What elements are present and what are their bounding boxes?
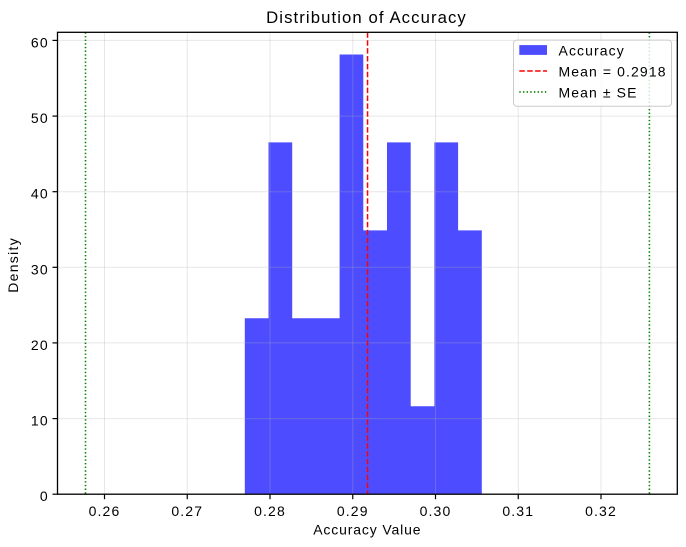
svg-text:0.28: 0.28: [254, 503, 286, 519]
svg-text:10: 10: [31, 413, 49, 429]
svg-text:0.30: 0.30: [420, 503, 452, 519]
svg-text:20: 20: [31, 337, 49, 353]
svg-text:50: 50: [31, 110, 49, 126]
svg-text:Accuracy Value: Accuracy Value: [313, 522, 421, 538]
svg-text:Distribution of Accuracy: Distribution of Accuracy: [266, 8, 467, 27]
svg-text:0.26: 0.26: [89, 503, 121, 519]
svg-text:0.29: 0.29: [337, 503, 369, 519]
svg-text:40: 40: [31, 186, 49, 202]
svg-text:0.31: 0.31: [502, 503, 534, 519]
svg-text:0.27: 0.27: [171, 503, 203, 519]
svg-text:Mean ± SE: Mean ± SE: [559, 84, 638, 100]
svg-text:0.32: 0.32: [585, 503, 617, 519]
svg-text:Mean = 0.2918: Mean = 0.2918: [559, 63, 667, 79]
svg-text:Density: Density: [5, 237, 21, 293]
svg-text:0: 0: [40, 488, 49, 504]
svg-text:Accuracy: Accuracy: [559, 43, 625, 59]
svg-text:60: 60: [31, 34, 49, 50]
svg-text:30: 30: [31, 261, 49, 277]
